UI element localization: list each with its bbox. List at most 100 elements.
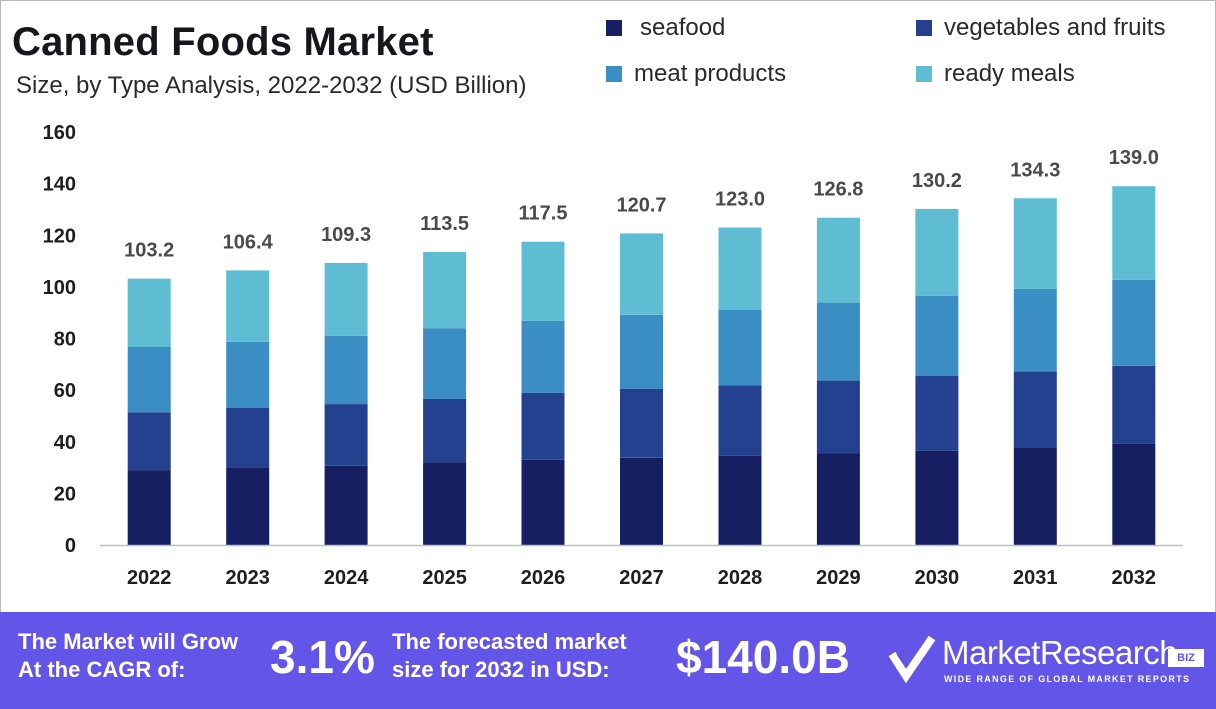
cagr-value: 3.1% [270,631,375,683]
bar-segment-ready-meals [226,270,270,342]
bar-segment-seafood [1112,443,1156,545]
bar-segment-seafood [226,467,270,545]
legend-label-seafood: seafood [640,14,726,41]
x-tick-label: 2032 [1112,567,1157,589]
y-tick-label: 140 [43,174,76,196]
x-tick-label: 2026 [521,567,566,589]
bar-segment-vegetables-and-fruits [620,388,663,458]
bar-segment-meat-products [423,328,467,399]
bar-segment-ready-meals [324,262,368,336]
bar-segment-seafood [816,453,860,545]
bar-segment-seafood [423,462,467,545]
bar-segment-meat-products [521,320,565,393]
bar-segment-ready-meals [816,217,860,303]
bar-total-label: 123.0 [715,189,765,211]
legend-item-ready-meals: ready meals [916,60,1075,88]
bar-segment-meat-products [1112,279,1156,366]
bar-segment-vegetables-and-fruits [718,385,762,456]
x-tick-label: 2025 [422,567,467,589]
legend-item-vegetables-and-fruits: vegetables and fruits [916,14,1165,42]
bar-segment-seafood [1013,447,1057,545]
bar-segment-ready-meals [423,252,467,329]
brand-name: MarketResearch [942,634,1178,671]
legend-item-meat-products: meat products [606,60,786,88]
forecast-value: $140.0B [676,631,850,683]
brand-logo-icon [888,635,936,684]
bar-total-label: 117.5 [519,203,568,225]
bar-segment-vegetables-and-fruits [816,380,860,454]
bar-segment-seafood [521,459,565,545]
y-tick-label: 40 [54,432,76,454]
legend-swatch-meat-products [606,66,622,82]
legend-swatch-vegetables-and-fruits [916,20,932,36]
bar-segment-meat-products [127,347,171,413]
bar-segment-seafood [127,470,171,545]
cagr-caption-line1: The Market will Grow [18,629,239,654]
bar-segment-meat-products [226,341,270,408]
x-tick-label: 2024 [324,567,369,589]
x-tick-label: 2027 [619,567,664,589]
y-tick-label: 60 [54,380,76,402]
bar-segment-ready-meals [1112,186,1156,280]
y-tick-label: 120 [43,225,76,247]
bar-total-label: 134.3 [1010,159,1060,181]
bar-segment-meat-products [816,302,860,381]
bar-total-label: 130.2 [912,170,962,192]
forecast-caption-line1: The forecasted market [392,629,627,654]
cagr-caption: The Market will Grow At the CAGR of: [18,628,238,684]
bar-segment-ready-meals [620,233,663,315]
bar-segment-ready-meals [718,227,762,310]
x-tick-label: 2023 [225,567,270,589]
bar-segment-seafood [324,465,368,545]
legend-swatch-seafood [606,20,622,36]
bar-segment-vegetables-and-fruits [1013,371,1057,448]
x-tick-label: 2031 [1013,567,1058,589]
cagr-caption-line2: At the CAGR of: [18,657,186,682]
y-tick-label: 100 [43,277,76,299]
bar-segment-vegetables-and-fruits [1112,365,1156,444]
brand-suffix-badge: BIZ [1168,649,1204,667]
forecast-caption-line2: size for 2032 in USD: [392,657,610,682]
legend-item-seafood: seafood [606,14,725,42]
legend-label-meat-products: meat products [634,60,787,87]
bar-segment-meat-products [718,309,762,386]
bar-total-label: 120.7 [616,194,666,216]
legend-label-ready-meals: ready meals [944,60,1075,87]
forecast-caption: The forecasted market size for 2032 in U… [392,628,627,684]
legend-label-vegetables-and-fruits: vegetables and fruits [944,14,1166,41]
bar-total-label: 139.0 [1109,147,1159,169]
bar-segment-vegetables-and-fruits [915,375,959,451]
bar-segment-meat-products [1013,288,1057,372]
bar-segment-ready-meals [521,241,565,321]
bar-segment-meat-products [915,295,959,376]
bar-segment-vegetables-and-fruits [324,404,368,466]
bar-total-label: 103.2 [124,240,174,262]
legend-swatch-ready-meals [916,66,932,82]
bar-total-label: 109.3 [321,224,371,246]
x-tick-label: 2030 [915,567,960,589]
bar-total-label: 113.5 [420,213,469,235]
y-tick-label: 80 [54,329,76,351]
y-tick-label: 160 [43,122,76,144]
bar-segment-ready-meals [1013,198,1057,289]
bar-segment-ready-meals [915,208,959,296]
bar-total-label: 106.4 [223,231,274,253]
bar-segment-vegetables-and-fruits [226,407,270,468]
bar-segment-seafood [620,457,663,545]
y-tick-label: 20 [54,483,76,505]
bar-segment-meat-products [620,314,663,389]
bar-segment-seafood [718,455,762,545]
footer-banner [0,612,1216,709]
brand-tagline: WIDE RANGE OF GLOBAL MARKET REPORTS [944,674,1191,684]
bar-segment-vegetables-and-fruits [521,392,565,460]
bar-segment-meat-products [324,335,368,404]
bar-segment-vegetables-and-fruits [127,412,171,471]
bar-total-label: 126.8 [813,179,863,201]
bar-segment-ready-meals [127,278,171,347]
x-tick-label: 2029 [816,567,861,589]
bar-segment-vegetables-and-fruits [423,398,467,463]
x-tick-label: 2028 [718,567,763,589]
stacked-bar-chart: 0 20 40 60 80 100 120 140 160 103.2 2022 106.4 2023 1… [43,122,1183,589]
y-tick-label: 0 [65,535,76,557]
chart-title: Canned Foods Market [12,20,434,64]
